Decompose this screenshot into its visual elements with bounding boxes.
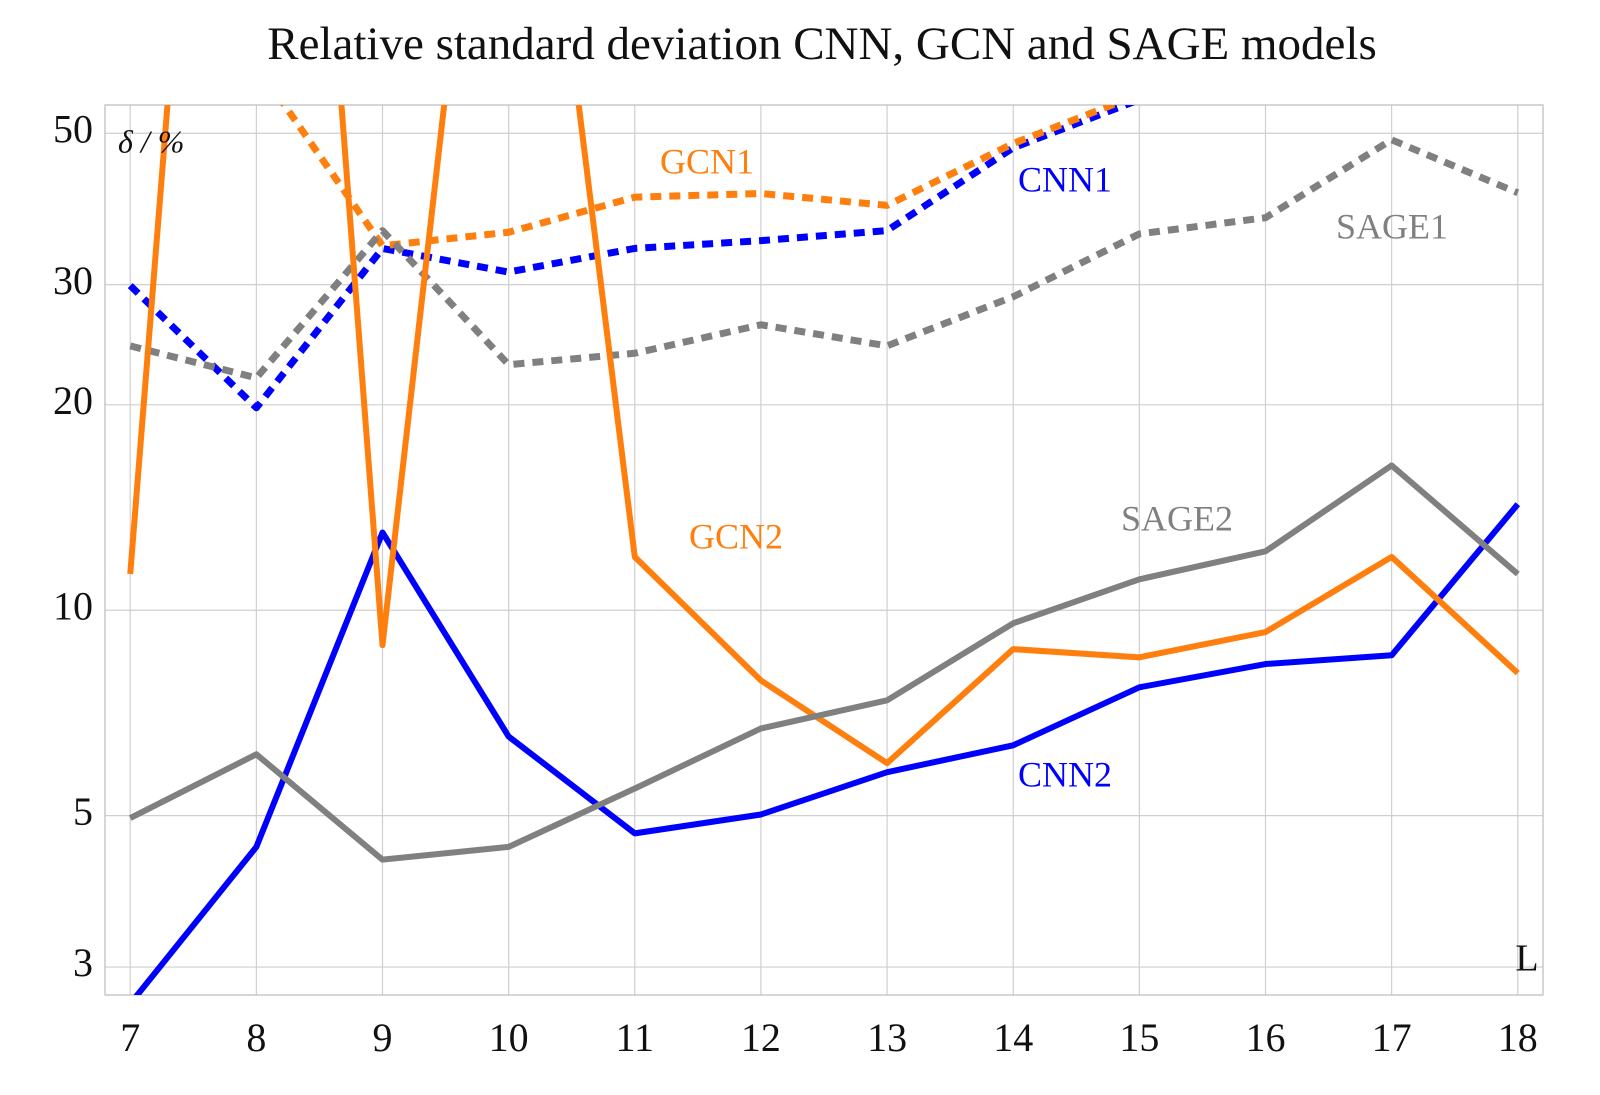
series-line xyxy=(127,105,1520,767)
chart-title: Relative standard deviation CNN, GCN and… xyxy=(267,18,1377,70)
series-line xyxy=(133,502,1521,995)
x-tick-label: 15 xyxy=(1119,1015,1159,1060)
y-tick-label: 50 xyxy=(53,106,93,151)
x-tick-label: 14 xyxy=(993,1015,1033,1060)
series-line xyxy=(280,105,1122,250)
x-axis-label: L xyxy=(1515,938,1538,980)
x-tick-label: 10 xyxy=(489,1015,529,1060)
x-tick-label: 7 xyxy=(120,1015,140,1060)
x-tick-label: 9 xyxy=(373,1015,393,1060)
y-tick-label: 5 xyxy=(73,789,93,834)
y-tick-label: 20 xyxy=(53,378,93,423)
x-tick-label: 17 xyxy=(1372,1015,1412,1060)
series-label: SAGE1 xyxy=(1336,206,1448,246)
y-axis-label: δ / % xyxy=(118,123,184,159)
series-line xyxy=(127,105,1136,412)
x-tick-label: 13 xyxy=(867,1015,907,1060)
x-tick-label: 12 xyxy=(741,1015,781,1060)
series-label: CNN2 xyxy=(1018,754,1112,794)
series-label: GCN2 xyxy=(689,516,783,556)
series-label: SAGE2 xyxy=(1121,498,1233,538)
plot-frame xyxy=(104,104,1544,996)
y-tick-label: 10 xyxy=(53,583,93,628)
x-tick-label: 18 xyxy=(1498,1015,1538,1060)
x-tick-label: 16 xyxy=(1245,1015,1285,1060)
x-tick-label: 11 xyxy=(616,1015,655,1060)
y-tick-label: 3 xyxy=(73,940,93,985)
x-tick-label: 8 xyxy=(246,1015,266,1060)
series-label: CNN1 xyxy=(1018,159,1112,199)
series-line xyxy=(129,136,1520,382)
y-tick-label: 30 xyxy=(53,258,93,303)
series-line xyxy=(128,462,1520,863)
series-label: GCN1 xyxy=(660,141,754,181)
